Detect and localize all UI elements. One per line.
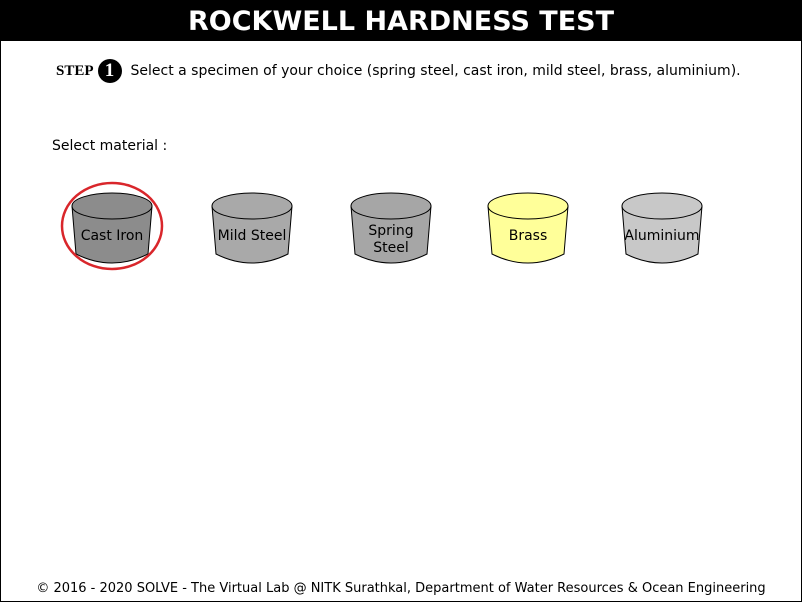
step-label: STEP: [56, 62, 94, 79]
specimen-cup-icon: [621, 192, 703, 264]
step-number-badge: 1: [97, 59, 122, 83]
specimen-label: Cast Iron: [80, 228, 144, 244]
footer-copyright: © 2016 - 2020 SOLVE - The Virtual Lab @ …: [36, 581, 766, 596]
step-instruction: STEP 1 Select a specimen of your choice …: [56, 59, 741, 83]
specimen-mild-steel[interactable]: Mild Steel: [211, 192, 293, 264]
specimen-cast-iron[interactable]: Cast Iron: [71, 192, 153, 264]
specimen-label: Brass: [508, 228, 548, 244]
specimen-label: Mild Steel: [217, 228, 287, 244]
specimen-label: Aluminium: [624, 228, 700, 244]
specimen-cup-icon: [350, 192, 432, 264]
specimen-label-line1: Spring: [368, 223, 414, 239]
select-material-label: Select material :: [52, 138, 168, 154]
specimen-cup-icon: [211, 192, 293, 264]
specimen-aluminium[interactable]: Aluminium: [621, 192, 703, 264]
specimen-spring-steel[interactable]: Spring Steel: [350, 192, 432, 264]
step-instruction-text: Select a specimen of your choice (spring…: [130, 63, 741, 79]
specimen-brass[interactable]: Brass: [487, 192, 569, 264]
page-title: ROCKWELL HARDNESS TEST: [1, 1, 801, 41]
specimen-cup-icon: [487, 192, 569, 264]
specimen-label-line2: Steel: [373, 240, 409, 256]
